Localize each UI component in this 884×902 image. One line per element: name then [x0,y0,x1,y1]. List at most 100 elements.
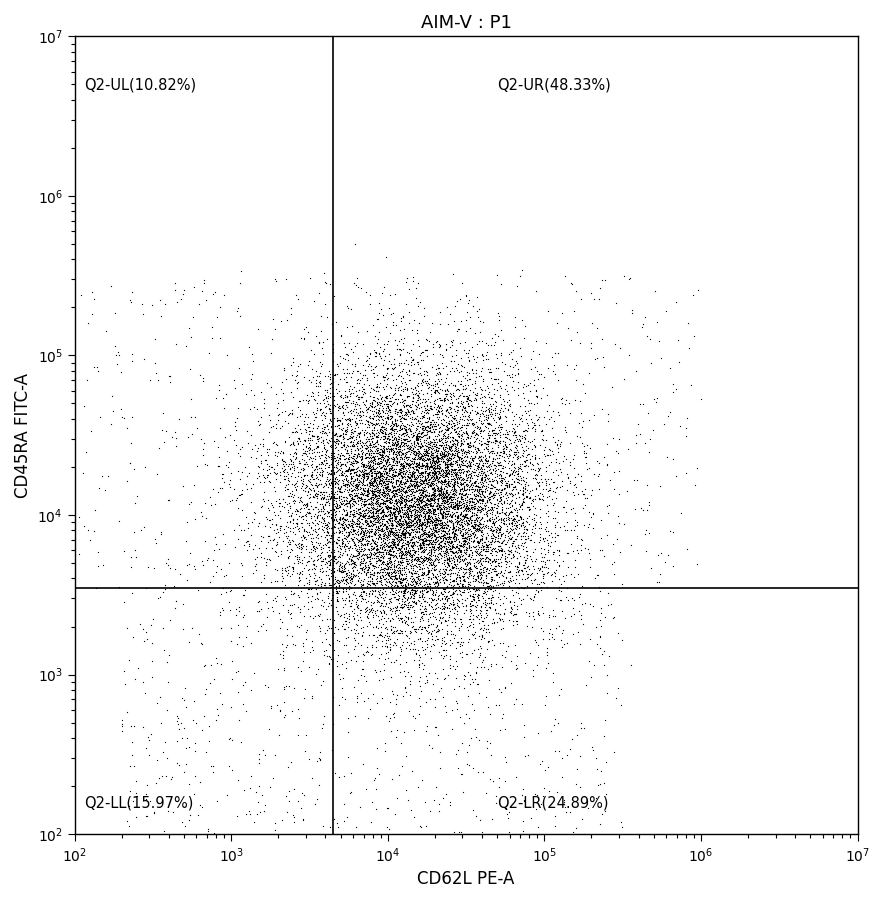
Point [425,623,439,638]
Point [460,591,474,605]
Point [374,492,388,507]
Point [417,364,431,378]
Point [434,430,448,445]
Point [404,548,418,562]
Point [484,540,498,555]
Point [365,481,379,495]
Point [303,474,317,489]
Point [406,387,420,401]
Point [405,468,419,483]
Point [318,410,332,424]
Point [392,570,406,584]
Point [410,474,424,489]
Point [376,509,390,523]
Point [541,657,555,671]
Point [483,546,497,560]
Point [473,480,487,494]
Point [366,505,380,520]
Point [330,472,344,486]
Point [431,441,446,456]
Point [447,467,461,482]
Point [331,419,345,433]
Point [307,483,321,497]
Point [341,452,355,466]
Point [400,526,415,540]
Point [414,439,428,454]
Point [407,621,421,636]
Point [403,527,417,541]
Point [428,382,442,397]
Point [418,462,432,476]
Point [356,509,370,523]
Point [276,575,290,589]
Point [431,537,446,551]
Point [363,447,377,462]
Point [412,580,426,594]
Point [379,476,393,491]
Point [417,452,431,466]
Point [370,782,384,796]
Point [397,420,411,435]
Point [266,312,280,327]
Point [493,490,507,504]
Point [543,539,557,554]
Point [370,520,385,534]
Point [385,421,399,436]
Point [330,575,344,589]
Point [469,730,483,744]
Point [514,696,529,711]
Point [409,474,423,488]
Point [477,449,492,464]
Point [425,488,439,502]
Point [445,522,459,537]
Point [386,550,400,565]
Point [370,428,384,443]
Point [385,396,400,410]
Point [335,524,349,538]
Point [302,505,316,520]
Point [515,557,530,572]
Point [359,466,373,481]
Point [410,428,424,442]
Point [423,436,437,450]
Point [361,529,375,543]
Point [562,458,576,473]
Point [422,506,436,520]
Point [297,690,311,704]
Point [517,424,531,438]
Point [325,506,339,520]
Point [280,514,294,529]
Point [512,428,526,443]
Point [323,638,337,652]
Point [442,522,456,537]
Point [374,501,388,515]
Point [399,399,413,413]
Point [407,446,421,460]
Point [445,627,459,641]
Point [447,611,461,625]
Point [377,451,391,465]
Point [418,478,432,492]
Point [415,587,429,602]
Point [362,465,376,480]
Point [377,590,392,604]
Point [437,589,451,603]
Point [486,535,500,549]
Point [340,375,354,390]
Point [395,518,409,532]
Point [322,620,336,634]
Point [518,454,532,468]
Point [378,320,392,335]
Point [367,473,381,487]
Point [488,583,502,597]
Point [306,417,320,431]
Point [254,534,268,548]
Point [377,483,391,498]
Point [403,512,417,527]
Point [448,557,462,571]
Point [393,467,408,482]
Point [449,424,463,438]
Point [343,389,357,403]
Point [332,521,346,536]
Point [156,642,171,657]
